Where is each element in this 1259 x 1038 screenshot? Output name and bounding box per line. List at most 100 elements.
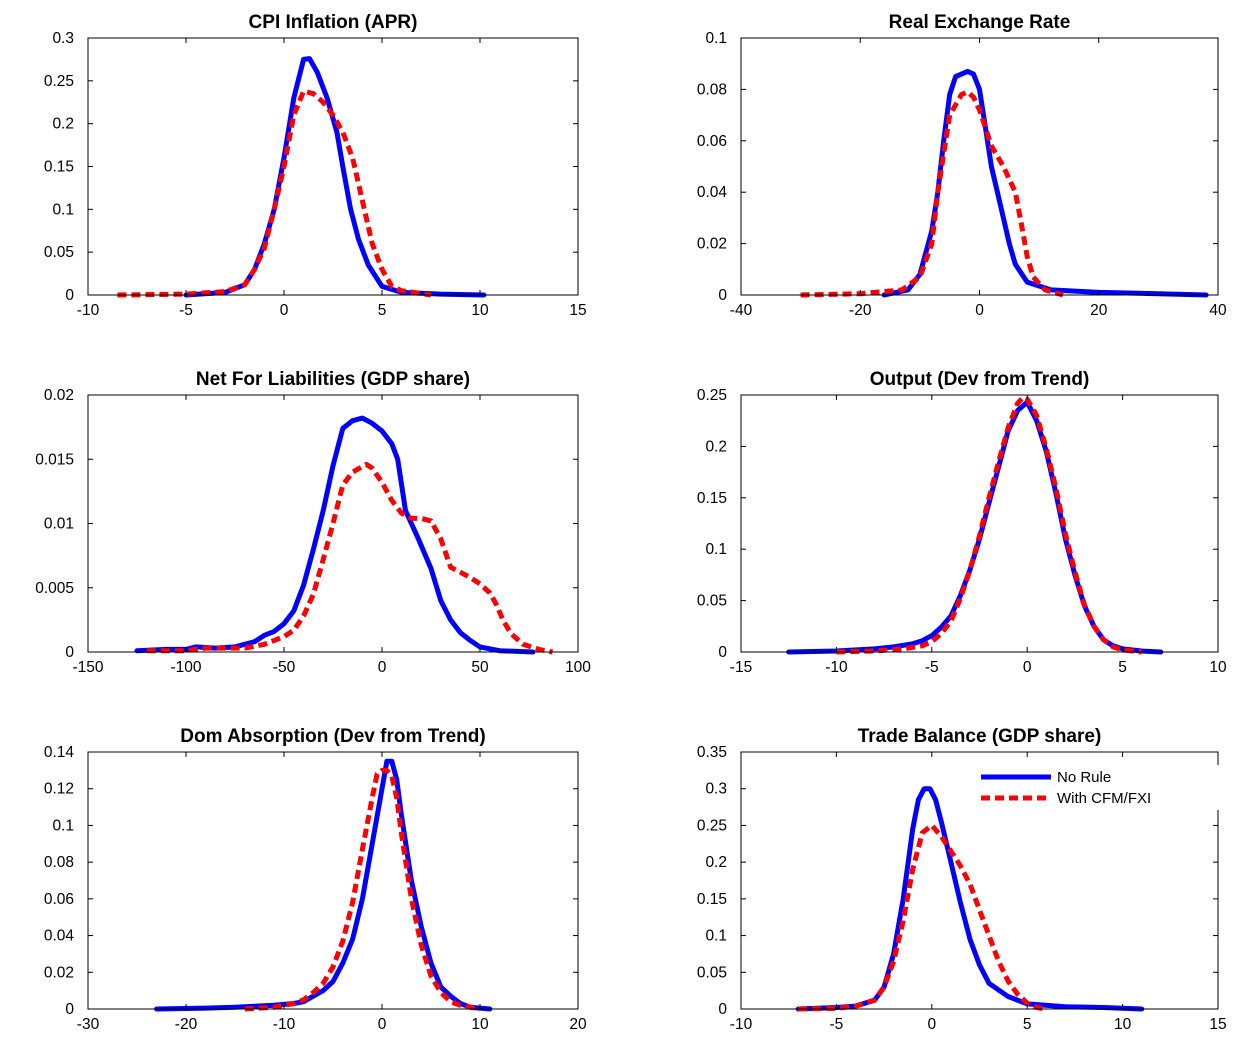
series-line-with-cfm-fxi (244, 767, 481, 1012)
series-line-no-rule (786, 399, 1164, 655)
x-tick-label: -20 (849, 302, 872, 319)
legend-label-no-rule: No Rule (1057, 769, 1111, 786)
x-tick-label: -40 (730, 302, 753, 319)
y-tick-label: 0.2 (52, 116, 74, 133)
x-tick-label: -10 (825, 659, 848, 676)
series-line-with-cfm-fxi (146, 461, 553, 655)
x-tick-label: 20 (1090, 302, 1108, 319)
y-tick-label: 0 (718, 287, 727, 304)
axes-frame (740, 751, 1219, 1010)
x-tick-label: 20 (569, 1016, 587, 1033)
y-tick-label: 0.06 (44, 891, 74, 908)
y-tick-label: 0 (718, 1001, 727, 1018)
y-tick-label: 0.3 (52, 30, 74, 47)
x-tick-label: 5 (1023, 1016, 1032, 1033)
series-line-with-cfm-fxi (800, 89, 1064, 298)
series-line-no-rule (154, 758, 493, 1012)
y-tick-label: 0.2 (705, 438, 727, 455)
axes-frame (87, 394, 579, 653)
y-tick-label: 0.35 (697, 744, 727, 761)
chart-title: Dom Absorption (Dev from Trend) (180, 726, 485, 747)
panel-net-for-liabilities-gdp-share: Net For Liabilities (GDP share) -150 -100 -… (35, 369, 591, 676)
y-tick-label: 0 (65, 1001, 74, 1018)
y-tick-label: 0.1 (705, 541, 727, 558)
x-tick-label: -5 (830, 1016, 844, 1033)
y-tick-label: 0.15 (697, 891, 727, 908)
y-tick-label: 0.01 (44, 516, 74, 533)
series-line-no-rule (881, 68, 1209, 298)
legend-box (975, 765, 1235, 810)
panel-real-exchange-rate: Real Exchange Rate -40 -20 0 20 40 0 0.02 0.04 0.… (697, 12, 1227, 319)
series-line-no-rule (183, 56, 487, 298)
y-tick-label: 0.06 (697, 133, 727, 150)
y-tick-label: 0.005 (35, 580, 74, 597)
y-tick-label: 0.1 (52, 817, 74, 834)
x-tick-label: 100 (565, 659, 591, 676)
axes-frame (740, 37, 1219, 296)
legend-label-with-cfm-fxi: With CFM/FXI (1057, 790, 1151, 807)
y-tick-label: 0.3 (705, 781, 727, 798)
x-tick-label: 0 (378, 1016, 387, 1033)
y-tick-label: 0.12 (44, 781, 74, 798)
series-line-with-cfm-fxi (117, 88, 432, 298)
x-tick-label: 0 (1023, 659, 1032, 676)
y-tick-label: 0.02 (44, 387, 74, 404)
y-tick-label: 0.25 (697, 387, 727, 404)
x-tick-label: 10 (471, 302, 489, 319)
y-tick-label: 0.08 (697, 81, 727, 98)
x-tick-label: 10 (471, 1016, 489, 1033)
x-tick-label: -5 (179, 302, 193, 319)
x-tick-label: 10 (1114, 1016, 1132, 1033)
x-tick-label: -10 (77, 302, 100, 319)
x-tick-label: 50 (471, 659, 489, 676)
x-tick-label: -15 (730, 659, 752, 676)
chart-title: Real Exchange Rate (889, 12, 1071, 33)
x-tick-label: 40 (1209, 302, 1227, 319)
x-tick-label: 10 (1209, 659, 1227, 676)
y-tick-label: 0.02 (44, 964, 74, 981)
chart-title: Output (Dev from Trend) (870, 369, 1090, 390)
x-tick-label: 0 (378, 659, 387, 676)
chart-title: Trade Balance (GDP share) (858, 726, 1102, 747)
y-tick-label: 0.04 (44, 928, 75, 945)
x-tick-label: -30 (77, 1016, 100, 1033)
y-tick-label: 0.15 (697, 490, 727, 507)
y-tick-label: 0.015 (35, 451, 74, 468)
x-tick-label: 5 (1118, 659, 1127, 676)
series-line-with-cfm-fxi (798, 822, 1047, 1012)
x-tick-label: -150 (72, 659, 103, 676)
x-tick-label: 5 (378, 302, 387, 319)
y-tick-label: 0.2 (705, 854, 727, 871)
x-tick-label: 0 (927, 1016, 936, 1033)
y-tick-label: 0.05 (44, 244, 74, 261)
y-tick-label: 0.25 (44, 73, 74, 90)
y-tick-label: 0 (718, 644, 727, 661)
y-tick-label: 0.1 (705, 928, 727, 945)
panel-cpi-inflation-apr: CPI Inflation (APR) -10 -5 0 5 10 15 0 0.05 0.1 0.… (44, 12, 587, 319)
x-tick-label: -10 (273, 1016, 296, 1033)
y-tick-label: 0.1 (705, 30, 727, 47)
y-tick-label: 0.05 (697, 964, 727, 981)
legend: No Rule With CFM/FXI (975, 765, 1235, 810)
y-tick-label: 0.15 (44, 159, 74, 176)
x-tick-label: 15 (569, 302, 586, 319)
x-tick-label: -10 (730, 1016, 753, 1033)
series-line-with-cfm-fxi (836, 394, 1142, 655)
chart-title: CPI Inflation (APR) (249, 12, 418, 33)
series-line-no-rule (795, 786, 1145, 1012)
chart-title: Net For Liabilities (GDP share) (196, 369, 470, 390)
y-tick-label: 0.14 (44, 744, 75, 761)
x-tick-label: -20 (175, 1016, 198, 1033)
series-line-no-rule (134, 415, 536, 655)
y-tick-label: 0 (65, 287, 74, 304)
panel-trade-balance-gdp-share: Trade Balance (GDP share) -10 -5 0 5 10 15 0 0.0… (697, 726, 1227, 1033)
y-tick-label: 0.04 (697, 184, 728, 201)
y-tick-label: 0.08 (44, 854, 74, 871)
axes-frame (740, 394, 1219, 653)
y-tick-label: 0 (65, 644, 74, 661)
y-tick-label: 0.05 (697, 593, 727, 610)
x-tick-label: -5 (925, 659, 939, 676)
subplot-grid: CPI Inflation (APR) -10 -5 0 5 10 15 0 0.05 0.1 0.… (35, 12, 1227, 1033)
panel-dom-absorption-dev-from-trend: Dom Absorption (Dev from Trend) -30 -20 -10… (44, 726, 587, 1033)
